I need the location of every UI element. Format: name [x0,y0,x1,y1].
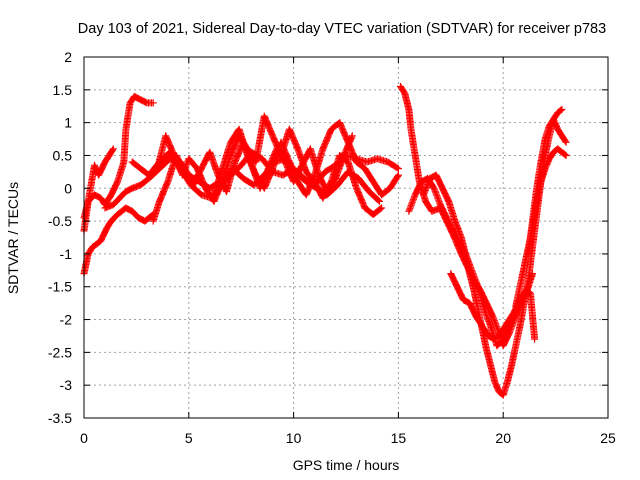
y-tick-label: -1 [60,246,73,262]
x-tick-label: 0 [80,430,88,446]
x-tick-label: 25 [600,430,616,446]
y-tick-label: -2.5 [48,344,72,360]
chart-title: Day 103 of 2021, Sidereal Day-to-day VTE… [78,21,606,37]
series-track-8 [210,119,402,199]
y-tick-label: 1 [64,115,72,131]
x-tick-label: 10 [286,430,302,446]
x-tick-label: 15 [391,430,407,446]
data-points [80,83,570,399]
series-marks [153,112,386,218]
series-track-14 [524,115,570,258]
series-marks [210,119,402,199]
x-tick-labels: 0 5 10 15 20 25 [80,430,616,446]
series-track-7 [153,112,386,218]
y-tick-label: 2 [64,49,72,65]
series-marks [524,115,570,258]
x-tick-label: 20 [495,430,511,446]
y-axis-label: SDTVAR / TECUs [5,182,21,294]
y-tick-label: -3 [60,377,73,393]
x-tick-label: 5 [185,430,193,446]
y-tick-labels: 2 1.5 1 0.5 0 -0.5 -1 -1.5 -2 -2.5 -3 -3.5 [48,49,72,426]
x-axis-label: GPS time / hours [293,457,400,473]
y-tick-label: -1.5 [48,279,72,295]
y-tick-label: 1.5 [53,82,73,98]
y-tick-label: 0.5 [53,147,73,163]
axis-ticks [83,56,609,419]
series-track-2 [80,204,157,278]
plot-frame [83,56,609,419]
y-tick-label: 0 [64,180,72,196]
y-tick-label: -3.5 [48,410,72,426]
series-marks [80,204,157,278]
y-tick-label: -0.5 [48,213,72,229]
y-tick-label: -2 [60,312,73,328]
